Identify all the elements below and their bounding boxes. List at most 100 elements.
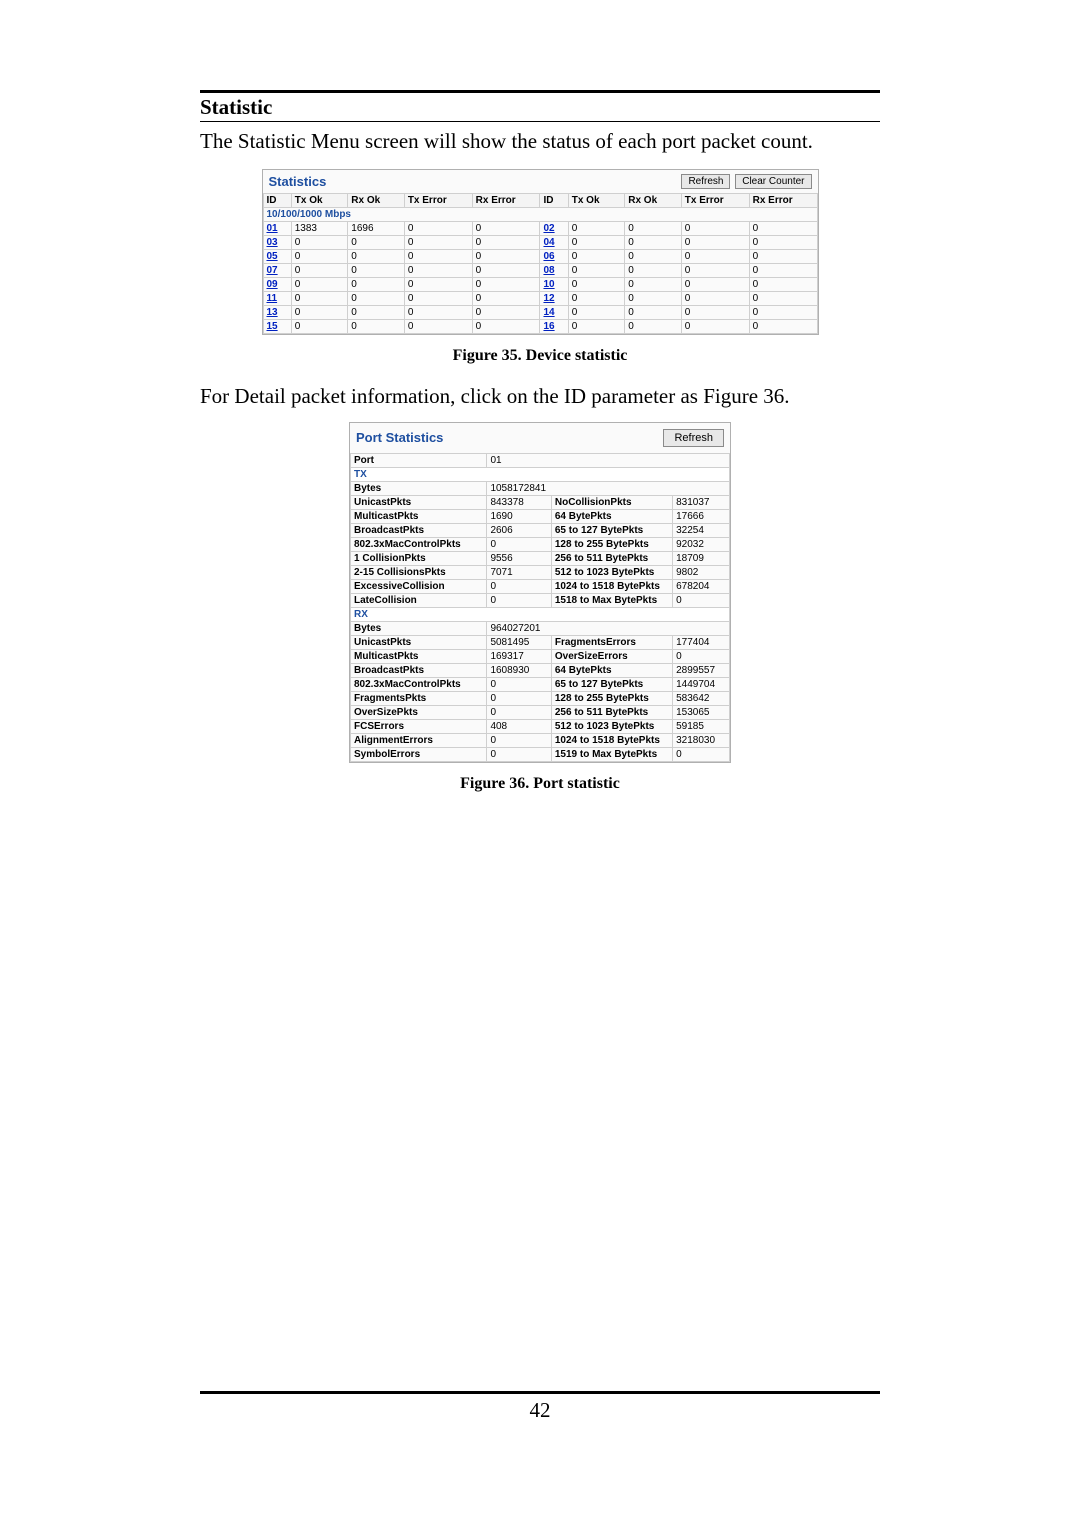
port-id-link[interactable]: 13 [267,307,278,318]
rx-header: RX [351,607,730,621]
stats-col-header: Tx Error [681,193,749,207]
stat-label: 512 to 1023 BytePkts [551,565,672,579]
port-id-link[interactable]: 08 [543,265,554,276]
port-id-link[interactable]: 14 [543,307,554,318]
port-id-link[interactable]: 15 [267,321,278,332]
stat-label: 1024 to 1518 BytePkts [551,579,672,593]
stats-cell: 0 [568,221,625,235]
stat-value: 0 [487,691,551,705]
stat-label: UnicastPkts [351,495,487,509]
table-row: 130000140000 [263,305,817,319]
table-row: 011383169600020000 [263,221,817,235]
stats-cell: 0 [749,249,817,263]
port-id-link[interactable]: 16 [543,321,554,332]
table-row: SymbolErrors01519 to Max BytePkts0 [351,747,730,761]
stats-cell: 0 [625,221,682,235]
stats-cell: 0 [568,263,625,277]
stat-value: 831037 [673,495,730,509]
footer-rule [200,1391,880,1394]
stat-label: FCSErrors [351,719,487,733]
stat-value: 0 [487,733,551,747]
stat-value: 2899557 [673,663,730,677]
port-statistics-header: Port Statistics Refresh [350,423,730,453]
table-row: BroadcastPkts260665 to 127 BytePkts32254 [351,523,730,537]
stats-cell: 0 [291,291,348,305]
stat-label: 1 CollisionPkts [351,551,487,565]
stat-value: 0 [487,593,551,607]
port-id-link[interactable]: 06 [543,251,554,262]
stats-col-header: Rx Error [749,193,817,207]
statistics-panel: Statistics Refresh Clear Counter IDTx Ok… [262,169,819,335]
port-id-link[interactable]: 12 [543,293,554,304]
section-title: Statistic [200,90,880,122]
stats-cell: 0 [472,277,540,291]
stat-value: 92032 [673,537,730,551]
stat-label: AlignmentErrors [351,733,487,747]
stat-label: 256 to 511 BytePkts [551,705,672,719]
page-number: 42 [530,1398,551,1422]
stats-cell: 0 [568,277,625,291]
stats-cell: 1696 [348,221,405,235]
stat-value: 0 [487,747,551,761]
refresh-button[interactable]: Refresh [681,174,730,189]
stats-col-header: ID [263,193,291,207]
stats-cell: 0 [749,221,817,235]
stat-value: 5081495 [487,635,551,649]
table-row: LateCollision01518 to Max BytePkts0 [351,593,730,607]
stat-value: 0 [673,747,730,761]
clear-counter-button[interactable]: Clear Counter [735,174,811,189]
port-id-link[interactable]: 07 [267,265,278,276]
stats-cell: 0 [404,235,472,249]
table-row: 050000060000 [263,249,817,263]
stat-value: 0 [487,677,551,691]
stat-label: OverSizePkts [351,705,487,719]
stats-col-header: ID [540,193,568,207]
stats-cell: 0 [291,305,348,319]
stat-label: 65 to 127 BytePkts [551,523,672,537]
stat-value: 678204 [673,579,730,593]
stat-value: 153065 [673,705,730,719]
port-id-link[interactable]: 11 [267,293,278,304]
stats-cell: 0 [348,263,405,277]
tx-header: TX [351,467,730,481]
stats-cell: 0 [625,305,682,319]
stat-value: 169317 [487,649,551,663]
port-id-link[interactable]: 01 [267,223,278,234]
stats-cell: 0 [749,263,817,277]
statistics-tbody: 10/100/1000 Mbps011383169600020000030000… [263,207,817,333]
port-id-link[interactable]: 09 [267,279,278,290]
stat-label: ExcessiveCollision [351,579,487,593]
port-id-link[interactable]: 04 [543,237,554,248]
table-row: 150000160000 [263,319,817,333]
stats-cell: 0 [568,291,625,305]
stat-label: UnicastPkts [351,635,487,649]
stat-label: 1519 to Max BytePkts [551,747,672,761]
stat-value: 0 [673,649,730,663]
table-row: AlignmentErrors01024 to 1518 BytePkts321… [351,733,730,747]
stat-label: OverSizeErrors [551,649,672,663]
stat-value: 1690 [487,509,551,523]
stat-value: 3218030 [673,733,730,747]
stats-cell: 0 [472,235,540,249]
stat-value: 17666 [673,509,730,523]
stat-label: MulticastPkts [351,509,487,523]
stat-label: LateCollision [351,593,487,607]
stat-label: 1518 to Max BytePkts [551,593,672,607]
stat-label: 64 BytePkts [551,663,672,677]
port-refresh-button[interactable]: Refresh [663,429,724,447]
stat-value: 9802 [673,565,730,579]
table-row: Bytes1058172841 [351,481,730,495]
stats-cell: 0 [681,291,749,305]
stats-cell: 0 [348,319,405,333]
stat-value: 408 [487,719,551,733]
port-id-link[interactable]: 02 [543,223,554,234]
stats-cell: 0 [291,249,348,263]
stat-label: Bytes [351,481,487,495]
table-row: 070000080000 [263,263,817,277]
port-id-link[interactable]: 05 [267,251,278,262]
port-id-link[interactable]: 10 [543,279,554,290]
port-id-link[interactable]: 03 [267,237,278,248]
stats-cell: 0 [404,263,472,277]
table-row: Bytes964027201 [351,621,730,635]
stat-value: 7071 [487,565,551,579]
